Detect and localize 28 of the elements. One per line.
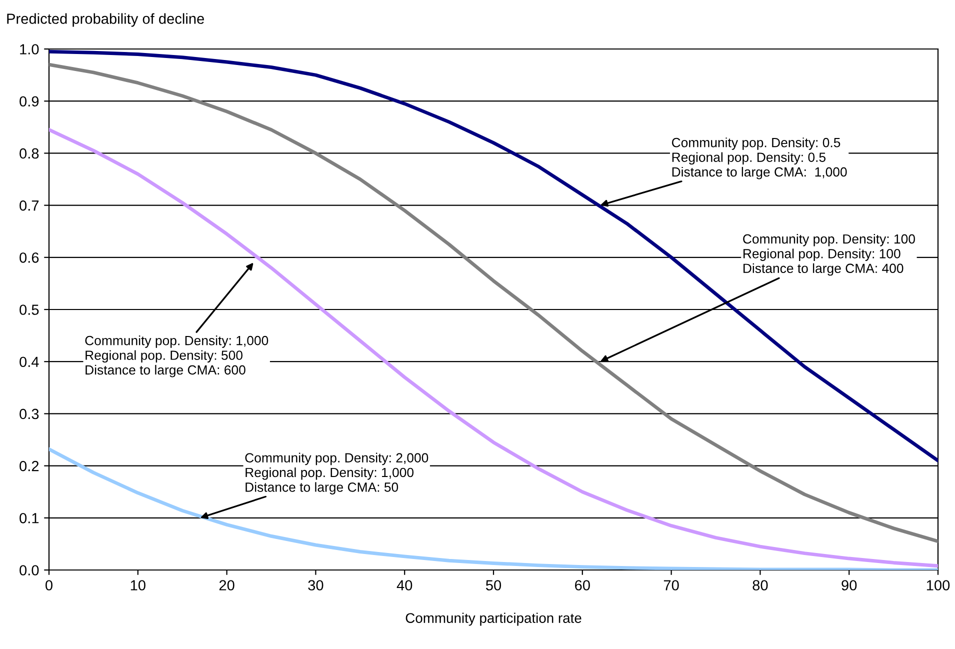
y-tick-label: 0.1 <box>20 513 39 524</box>
y-tick-label: 0.6 <box>20 252 39 263</box>
y-tick-label: 0.0 <box>20 565 39 576</box>
y-axis-title: Predicted probability of decline <box>7 13 204 27</box>
x-tick-label: 10 <box>130 580 146 590</box>
y-tick-label: 0.2 <box>20 460 39 472</box>
annotation: Community pop. Density: 0.5 Regional pop. Density: 0.5 Distance to large CMA: 1,000 <box>672 138 847 180</box>
x-tick-label: 40 <box>396 580 412 590</box>
x-tick-label: 60 <box>575 580 590 590</box>
x-tick-label: 0 <box>46 580 52 590</box>
x-tick-label: 70 <box>664 580 679 590</box>
y-tick-label: 0.4 <box>20 356 39 368</box>
y-tick-label: 0.8 <box>20 148 39 159</box>
y-tick-label: 0.9 <box>20 96 39 107</box>
x-tick-label: 80 <box>752 580 768 590</box>
y-tick-label: 1.0 <box>20 44 39 54</box>
y-tick-label: 0.5 <box>20 304 39 315</box>
annotation: Community pop. Density: 100 Regional pop. Density: 100 Distance to large CMA: 400 <box>743 234 915 276</box>
annotation: Community pop. Density: 1,000 Regional pop. Density: 500 Distance to large CMA: 600 <box>85 336 268 378</box>
x-tick-label: 30 <box>308 580 324 590</box>
y-tick-label: 0.7 <box>20 200 39 211</box>
x-axis-title: Community participation rate <box>406 612 582 626</box>
x-tick-label: 90 <box>842 580 857 590</box>
x-tick-label: 50 <box>486 580 502 590</box>
y-tick-label: 0.3 <box>20 408 39 420</box>
annotation: Community pop. Density: 2,000 Regional pop. Density: 1,000 Distance to large CMA: 50 <box>245 452 428 494</box>
x-tick-label: 100 <box>926 580 950 590</box>
x-tick-label: 20 <box>219 580 234 590</box>
